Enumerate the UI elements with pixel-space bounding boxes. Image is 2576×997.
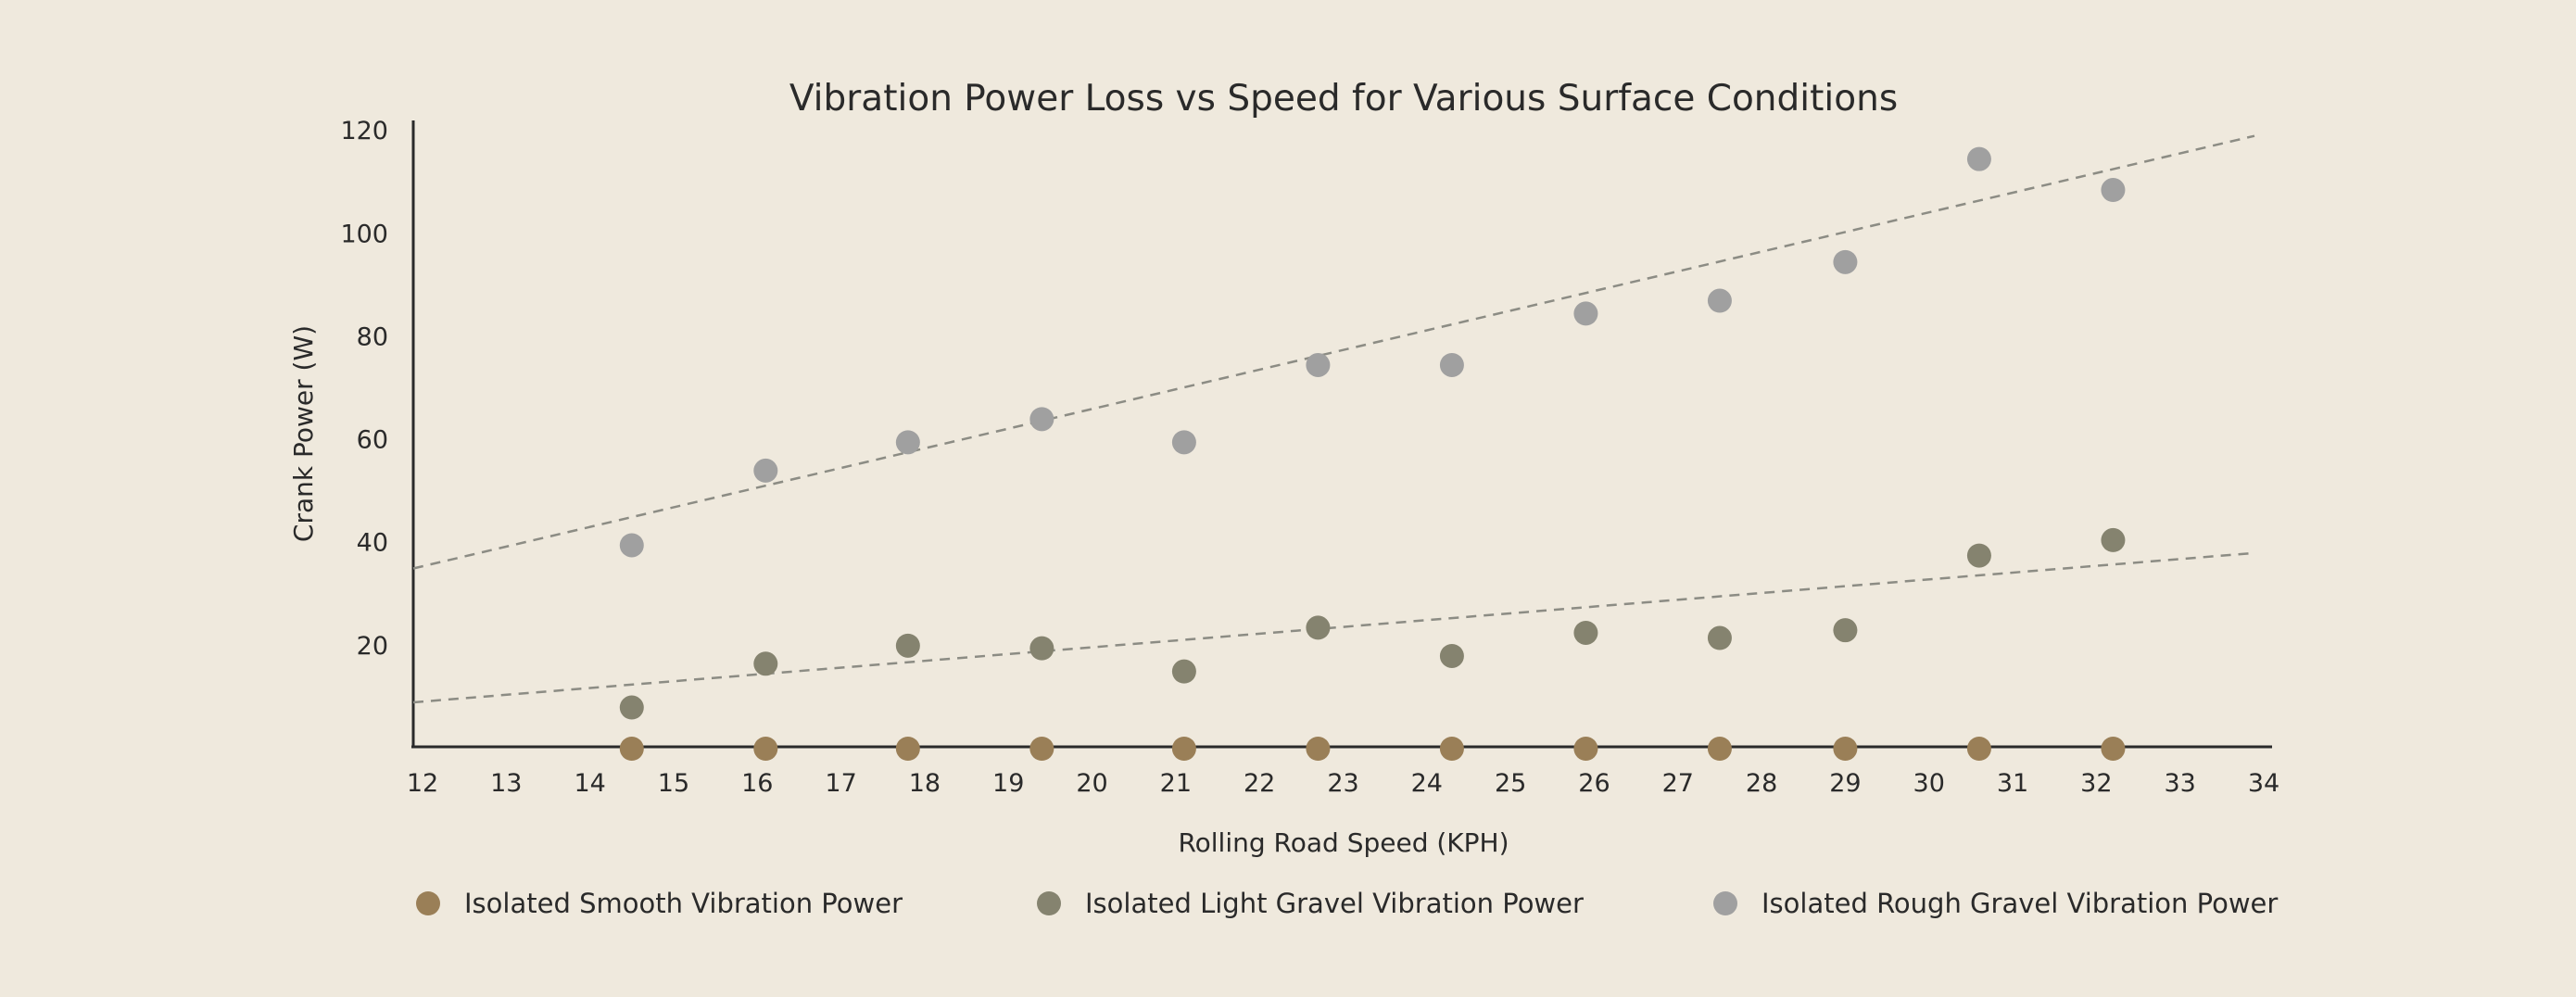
x-tick-label: 12 [407,769,438,798]
data-point [895,430,920,455]
x-tick-label: 22 [1244,769,1275,798]
data-point [1029,636,1054,661]
data-point [1306,737,1331,761]
x-tick-label: 30 [1913,769,1945,798]
data-point [753,737,778,761]
data-point [619,695,644,720]
x-tick-label: 17 [825,769,856,798]
x-tick-label: 19 [992,769,1024,798]
x-tick-label: 29 [1829,769,1861,798]
data-point [2101,178,2126,203]
data-point [753,651,778,676]
data-point [1707,288,1732,313]
data-point [1833,618,1858,643]
data-point [2101,527,2126,552]
legend-marker [1037,891,1061,915]
data-point [1306,615,1331,640]
data-point [1573,737,1598,761]
data-point [1171,659,1196,684]
x-tick-label: 33 [2165,769,2196,798]
y-tick-label: 60 [357,426,388,455]
data-point [1833,737,1858,761]
y-tick-label: 40 [357,529,388,558]
data-point [1833,249,1858,274]
x-tick-label: 31 [1997,769,2028,798]
y-tick-label: 20 [357,632,388,661]
x-tick-label: 21 [1160,769,1192,798]
legend: Isolated Smooth Vibration Power Isolated … [416,888,2278,919]
data-point [1171,737,1196,761]
x-axis-ticks: 12 13 14 15 16 17 18 19 20 21 22 23 24 25 26 27 28 29 30 31… [407,769,2279,798]
data-point [1573,301,1598,326]
legend-marker [416,891,440,915]
data-point [895,633,920,658]
data-point [1966,737,1991,761]
y-tick-label: 100 [340,220,388,248]
data-points [619,146,2126,761]
data-point [1439,737,1464,761]
x-tick-label: 25 [1495,769,1526,798]
x-tick-label: 18 [909,769,941,798]
chart-title: Vibration Power Loss vs Speed for Variou… [789,78,1898,120]
x-tick-label: 27 [1662,769,1694,798]
x-tick-label: 20 [1076,769,1107,798]
y-axis-ticks: 20 40 60 80 100 120 [340,117,388,661]
data-point [1439,643,1464,668]
data-point [1707,737,1732,761]
x-tick-label: 14 [574,769,605,798]
data-point [619,737,644,761]
x-tick-label: 28 [1746,769,1777,798]
data-point [2101,737,2126,761]
data-point [1029,737,1054,761]
data-point [619,533,644,558]
trendline [412,134,2255,570]
data-point [1171,430,1196,455]
data-point [753,458,778,483]
x-tick-label: 34 [2248,769,2279,798]
y-tick-label: 120 [340,117,388,145]
x-tick-label: 23 [1327,769,1358,798]
x-tick-label: 15 [658,769,689,798]
x-tick-label: 24 [1411,769,1443,798]
data-point [1966,543,1991,568]
data-point [1029,407,1054,432]
data-point [1966,146,1991,171]
x-tick-label: 16 [741,769,773,798]
legend-label: Isolated Light Gravel Vibration Power [1085,888,1584,919]
x-axis-title: Rolling Road Speed (KPH) [1178,827,1509,858]
legend-marker [1713,891,1737,915]
data-point [895,737,920,761]
x-tick-label: 32 [2080,769,2112,798]
legend-label: Isolated Smooth Vibration Power [464,888,903,919]
legend-label: Isolated Rough Gravel Vibration Power [1762,888,2278,919]
data-point [1707,625,1732,650]
x-tick-label: 26 [1578,769,1610,798]
trendlines [412,134,2255,704]
data-point [1306,352,1331,377]
data-point [1573,620,1598,645]
y-tick-label: 80 [357,322,388,351]
trendline [412,551,2255,704]
data-point [1439,352,1464,377]
y-axis-title: Crank Power (W) [288,325,319,542]
x-tick-label: 13 [490,769,522,798]
